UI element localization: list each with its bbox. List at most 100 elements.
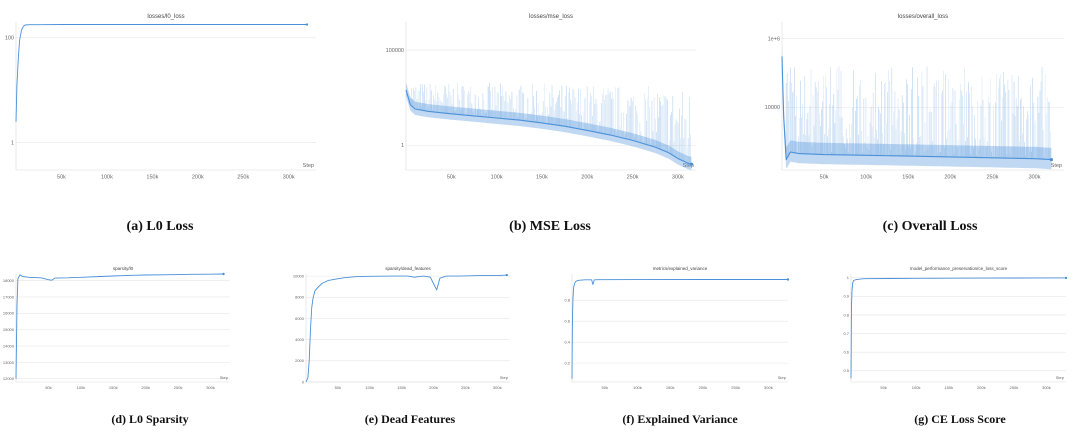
x-tick-label: 300k xyxy=(1042,385,1051,390)
x-tick-label: 200k xyxy=(699,385,708,390)
x-tick-label: 50k xyxy=(335,385,341,390)
y-tick-label: 0.5 xyxy=(843,368,849,373)
y-tick-label: 0.2 xyxy=(564,361,570,366)
y-tick-label: 12000 xyxy=(3,376,15,381)
y-tick-label: 100000 xyxy=(386,48,404,54)
x-tick-label: 300k xyxy=(493,385,502,390)
chart-svg-f: metrics/explained_variance 0.2 0.4 0.6 0.8 50… xyxy=(564,266,790,390)
series-end-point xyxy=(1064,276,1068,280)
chart-explained-variance: metrics/explained_variance 0.2 0.4 0.6 0.8 50… xyxy=(552,262,792,392)
x-tick-label: 100k xyxy=(633,385,642,390)
series-line xyxy=(850,277,1066,379)
x-tick-label: 300k xyxy=(1029,175,1041,181)
noise-band xyxy=(782,44,1052,170)
y-tick-label: 100 xyxy=(5,36,14,42)
x-tick-label: 100k xyxy=(101,175,113,181)
x-tick-label: 300k xyxy=(206,385,215,390)
chart-svg-g: model_performance_preservation/ce_loss_s… xyxy=(843,266,1068,390)
series-end-point xyxy=(689,162,694,166)
x-tick-label: 200k xyxy=(192,175,204,181)
x-tick-label: 300k xyxy=(283,175,295,181)
y-tick-label: 0 xyxy=(302,379,305,384)
y-tick-label: 0.6 xyxy=(564,319,570,324)
x-tick-label: 250k xyxy=(986,175,998,181)
x-tick-label: 150k xyxy=(944,385,953,390)
x-axis-label: Step xyxy=(683,163,694,169)
x-tick-label: 300k xyxy=(672,175,684,181)
x-tick-label: 200k xyxy=(944,175,956,181)
x-tick-label: 50k xyxy=(45,385,51,390)
y-tick-label: 0.8 xyxy=(564,298,570,303)
chart-svg-e: sparsity/dead_features 0 2000 4000 6000 8000 1… xyxy=(293,266,510,390)
series-end-point xyxy=(786,278,790,281)
x-tick-label: 50k xyxy=(602,385,608,390)
x-tick-label: 50k xyxy=(880,385,886,390)
x-axis-label: Step xyxy=(500,375,509,380)
y-tick-label: 15000 xyxy=(3,327,15,332)
series-line xyxy=(15,273,224,379)
chart-title: model_performance_preservation/ce_loss_s… xyxy=(910,266,1008,271)
y-tick-label: 1e+6 xyxy=(768,36,780,42)
chart-overall-loss: losses/overall_loss 10000 1e+6 50k 100k 150k 2… xyxy=(748,6,1070,184)
x-tick-label: 200k xyxy=(141,385,150,390)
x-axis-label: Step xyxy=(220,375,229,380)
series-end-point xyxy=(1049,158,1053,162)
x-tick-label: 250k xyxy=(731,385,740,390)
chart-svg-c: losses/overall_loss 10000 1e+6 50k 100k 150k 2… xyxy=(765,14,1064,181)
series-line xyxy=(781,56,1052,161)
caption-a: (a) L0 Loss xyxy=(126,219,194,234)
x-axis-label: Step xyxy=(778,375,787,380)
x-tick-label: 150k xyxy=(109,385,118,390)
y-tick-label: 1 xyxy=(847,275,850,280)
series-line xyxy=(305,274,507,383)
x-axis-label: Step xyxy=(1056,375,1065,380)
chart-ce-loss-score: model_performance_preservation/ce_loss_s… xyxy=(826,262,1070,392)
x-tick-label: 200k xyxy=(581,175,593,181)
y-tick-label: 8000 xyxy=(295,295,305,300)
y-tick-label: 1 xyxy=(401,143,404,149)
series-line xyxy=(571,279,788,379)
chart-svg-a: losses/l0_loss 1 100 50k 100k 150k 200k 250k 300… xyxy=(5,14,316,181)
x-tick-label: 250k xyxy=(237,175,249,181)
caption-b: (b) MSE Loss xyxy=(509,219,591,234)
chart-title: sparsity/l0 xyxy=(113,266,134,271)
chart-title: losses/l0_loss xyxy=(147,14,184,20)
x-axis-label: Step xyxy=(303,163,314,169)
chart-title: losses/overall_loss xyxy=(898,14,948,20)
caption-g: (g) CE Loss Score xyxy=(914,412,1006,426)
x-tick-label: 100k xyxy=(491,175,503,181)
caption-c: (c) Overall Loss xyxy=(882,219,978,234)
chart-svg-b: losses/mse_loss 1 100000 50k 100k 150k 200k 250… xyxy=(386,14,696,181)
y-tick-label: 18000 xyxy=(3,278,15,283)
x-tick-label: 50k xyxy=(820,175,829,181)
x-tick-label: 250k xyxy=(1010,385,1019,390)
x-tick-label: 200k xyxy=(977,385,986,390)
caption-f: (f) Explained Variance xyxy=(622,412,738,426)
noise-fill xyxy=(782,44,1052,170)
y-tick-label: 0.6 xyxy=(843,350,849,355)
y-tick-label: 10000 xyxy=(765,105,780,111)
y-tick-label: 0.7 xyxy=(843,331,849,336)
x-tick-label: 100k xyxy=(77,385,86,390)
x-tick-label: 100k xyxy=(912,385,921,390)
chart-dead-features: sparsity/dead_features 0 2000 4000 6000 8000 1… xyxy=(276,262,514,392)
noise-fill xyxy=(406,82,692,170)
y-tick-label: 6000 xyxy=(295,316,305,321)
y-tick-label: 17000 xyxy=(3,294,15,299)
series-end-point xyxy=(305,23,309,26)
x-tick-label: 200k xyxy=(429,385,438,390)
y-tick-label: 14000 xyxy=(3,343,15,348)
x-tick-label: 250k xyxy=(461,385,470,390)
x-tick-label: 50k xyxy=(447,175,456,181)
x-tick-label: 100k xyxy=(365,385,374,390)
x-tick-label: 150k xyxy=(146,175,158,181)
x-tick-label: 250k xyxy=(174,385,183,390)
x-tick-label: 100k xyxy=(860,175,872,181)
y-tick-label: 4000 xyxy=(295,337,305,342)
chart-title: losses/mse_loss xyxy=(529,14,573,20)
chart-title: sparsity/dead_features xyxy=(385,266,431,271)
x-tick-label: 150k xyxy=(397,385,406,390)
series-end-point xyxy=(222,272,225,276)
x-tick-label: 50k xyxy=(57,175,66,181)
chart-l0-sparsity: sparsity/l0 12000 13000 14000 15000 16000 1700… xyxy=(2,262,234,392)
